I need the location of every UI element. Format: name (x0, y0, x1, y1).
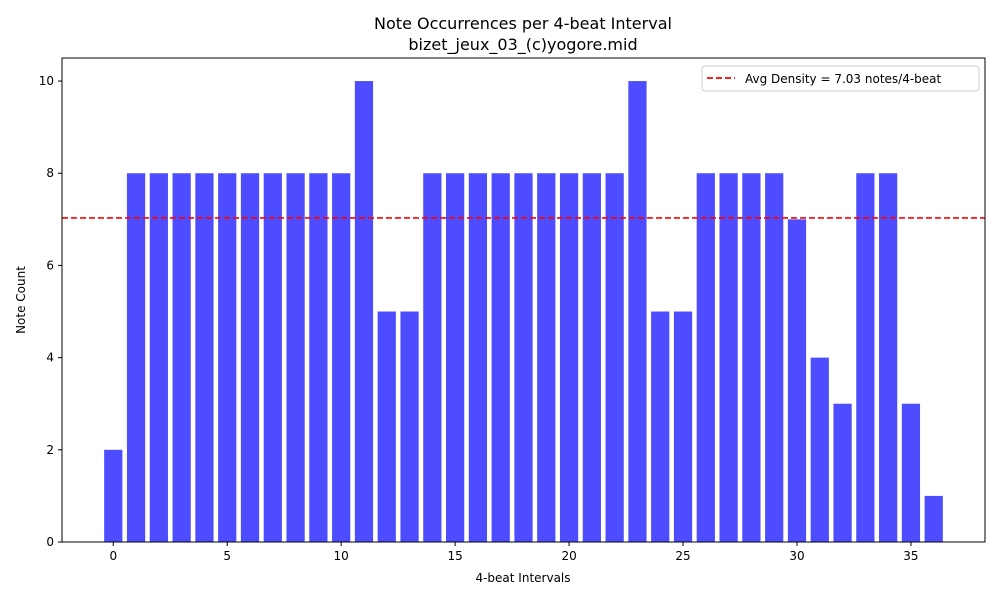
bar-0 (104, 449, 123, 542)
bar-9 (309, 173, 328, 543)
bar-29 (765, 173, 784, 543)
y-tick-label: 10 (39, 74, 54, 88)
y-tick-label: 6 (46, 258, 54, 272)
bar-19 (537, 173, 556, 543)
bar-11 (354, 81, 374, 543)
bar-series (104, 81, 943, 543)
chart-subtitle: bizet_jeux_03_(c)yogore.mid (408, 35, 637, 55)
x-tick-label: 30 (789, 549, 804, 563)
y-axis-label: Note Count (14, 266, 28, 334)
bar-14 (423, 173, 442, 543)
chart-title: Note Occurrences per 4-beat Interval (374, 14, 672, 33)
y-tick-label: 4 (46, 351, 54, 365)
x-tick-label: 0 (109, 549, 117, 563)
bar-36 (924, 495, 943, 542)
bar-10 (332, 173, 351, 543)
bar-13 (400, 311, 419, 542)
legend: Avg Density = 7.03 notes/4-beat (701, 65, 980, 92)
x-tick-label: 10 (334, 549, 349, 563)
bar-30 (787, 219, 807, 542)
bar-4 (195, 173, 214, 543)
bar-26 (696, 173, 715, 543)
bar-8 (286, 173, 305, 543)
bar-6 (240, 173, 260, 543)
bar-31 (810, 357, 829, 542)
bar-16 (468, 173, 488, 543)
y-tick-label: 0 (46, 535, 54, 549)
bar-17 (491, 173, 510, 543)
x-tick-label: 25 (675, 549, 690, 563)
y-axis-ticks: 0 2 4 6 8 10 (39, 74, 62, 549)
bar-27 (719, 173, 738, 543)
bar-1 (126, 173, 146, 543)
bar-28 (742, 173, 761, 543)
bar-15 (446, 173, 465, 543)
bar-24 (651, 311, 670, 542)
bar-2 (149, 173, 168, 543)
legend-average-label: Avg Density = 7.03 notes/4-beat (745, 72, 942, 86)
x-tick-label: 15 (447, 549, 462, 563)
x-axis-label: 4-beat Intervals (475, 571, 570, 585)
bar-25 (673, 311, 693, 542)
bar-3 (172, 173, 191, 543)
legend-box (701, 65, 980, 92)
bar-22 (605, 173, 624, 543)
bar-18 (514, 173, 533, 543)
bar-32 (833, 403, 852, 542)
plot-frame (61, 57, 986, 543)
x-tick-label: 20 (561, 549, 576, 563)
bar-35 (901, 403, 921, 542)
x-tick-label: 35 (903, 549, 918, 563)
bar-12 (377, 311, 396, 542)
bar-7 (263, 173, 282, 543)
bar-23 (628, 81, 647, 543)
x-tick-label: 5 (223, 549, 231, 563)
bar-5 (218, 173, 237, 543)
bar-20 (559, 173, 579, 543)
bar-33 (856, 173, 875, 543)
bar-34 (879, 173, 898, 543)
y-tick-label: 8 (46, 166, 54, 180)
x-axis-ticks: 0 5 10 15 20 25 30 35 (109, 542, 919, 563)
y-tick-label: 2 (46, 443, 54, 457)
bar-21 (582, 173, 601, 543)
